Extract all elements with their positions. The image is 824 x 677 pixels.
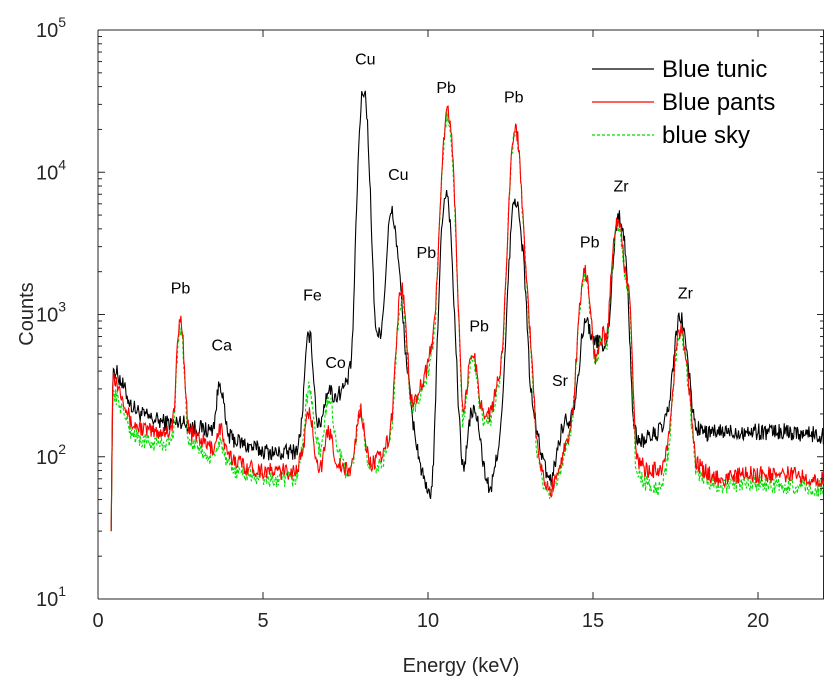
series-line-blue-sky xyxy=(110,108,824,532)
x-axis-label: Energy (keV) xyxy=(403,655,520,677)
peak-label: Zr xyxy=(678,285,694,302)
peak-label: Fe xyxy=(303,288,322,305)
peak-label: Sr xyxy=(552,373,569,390)
series-line-blue-pants xyxy=(110,105,824,532)
peak-label: Pb xyxy=(504,89,524,106)
y-tick-label: 104 xyxy=(36,156,66,184)
peak-label: Cu xyxy=(388,167,408,184)
legend-label: Blue pants xyxy=(662,89,775,116)
peak-label: Pb xyxy=(436,80,456,97)
legend: Blue tunic Blue pants blue sky xyxy=(592,56,775,149)
y-axis-label: Counts xyxy=(16,282,38,345)
peak-label: Pb xyxy=(469,318,489,335)
peak-label: Cu xyxy=(355,52,375,69)
x-tick-label: 15 xyxy=(582,610,604,632)
peak-label: Pb xyxy=(171,281,191,298)
y-tick-label: 105 xyxy=(36,14,66,42)
legend-label: blue sky xyxy=(662,122,750,149)
x-tick-label: 5 xyxy=(257,610,268,632)
series-layer xyxy=(110,90,824,532)
series-line-blue-tunic xyxy=(110,90,824,532)
peak-label: Zr xyxy=(613,179,629,196)
peak-label: Pb xyxy=(417,245,437,262)
legend-label: Blue tunic xyxy=(662,56,767,83)
x-tick-label: 20 xyxy=(747,610,769,632)
x-tick-label: 0 xyxy=(92,610,103,632)
x-tick-label: 10 xyxy=(417,610,439,632)
y-tick-label: 103 xyxy=(36,299,66,327)
peak-label: Co xyxy=(325,355,346,372)
y-tick-label: 102 xyxy=(36,441,66,469)
annotation-layer: Pb Ca Fe Co Cu Cu Pb Pb Pb Pb Sr Pb Zr Zr xyxy=(171,52,694,390)
y-tick-label: 101 xyxy=(36,583,66,611)
peak-label: Pb xyxy=(580,235,600,252)
tick-layer: 0 5 10 15 20 101 102 103 104 105 xyxy=(36,14,824,632)
peak-label: Ca xyxy=(212,337,233,354)
